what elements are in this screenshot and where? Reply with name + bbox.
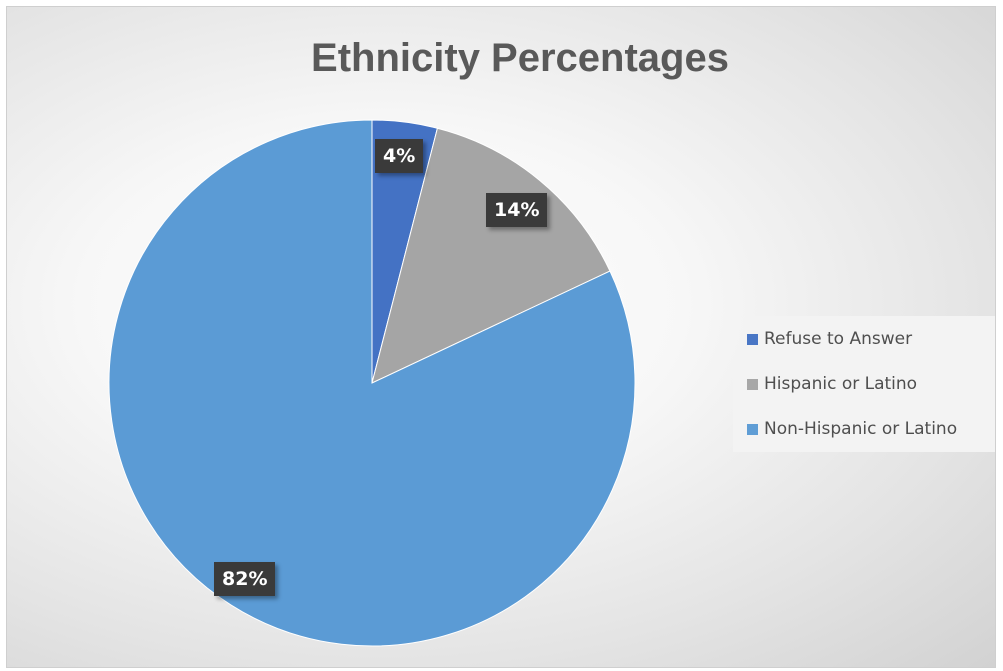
legend-label-refuse: Refuse to Answer [764, 329, 913, 349]
legend-item-refuse: Refuse to Answer [747, 328, 995, 350]
legend-swatch-refuse [747, 333, 758, 345]
legend-item-non-hispanic: Non-Hispanic or Latino [747, 418, 995, 440]
legend-label-non-hispanic: Non-Hispanic or Latino [764, 419, 958, 439]
data-label-non-hispanic: 82% [214, 562, 276, 596]
data-label-hispanic: 14% [486, 193, 548, 227]
legend-item-hispanic: Hispanic or Latino [747, 373, 995, 395]
legend: Refuse to Answer Hispanic or Latino Non-… [733, 316, 995, 452]
chart-title: Ethnicity Percentages [311, 36, 729, 80]
data-label-refuse: 4% [375, 139, 424, 173]
slice-hispanic [371, 127, 611, 384]
legend-swatch-non-hispanic [747, 423, 758, 435]
legend-swatch-hispanic [747, 378, 758, 390]
legend-label-hispanic: Hispanic or Latino [764, 374, 918, 394]
slice-non-hispanic [108, 119, 636, 647]
